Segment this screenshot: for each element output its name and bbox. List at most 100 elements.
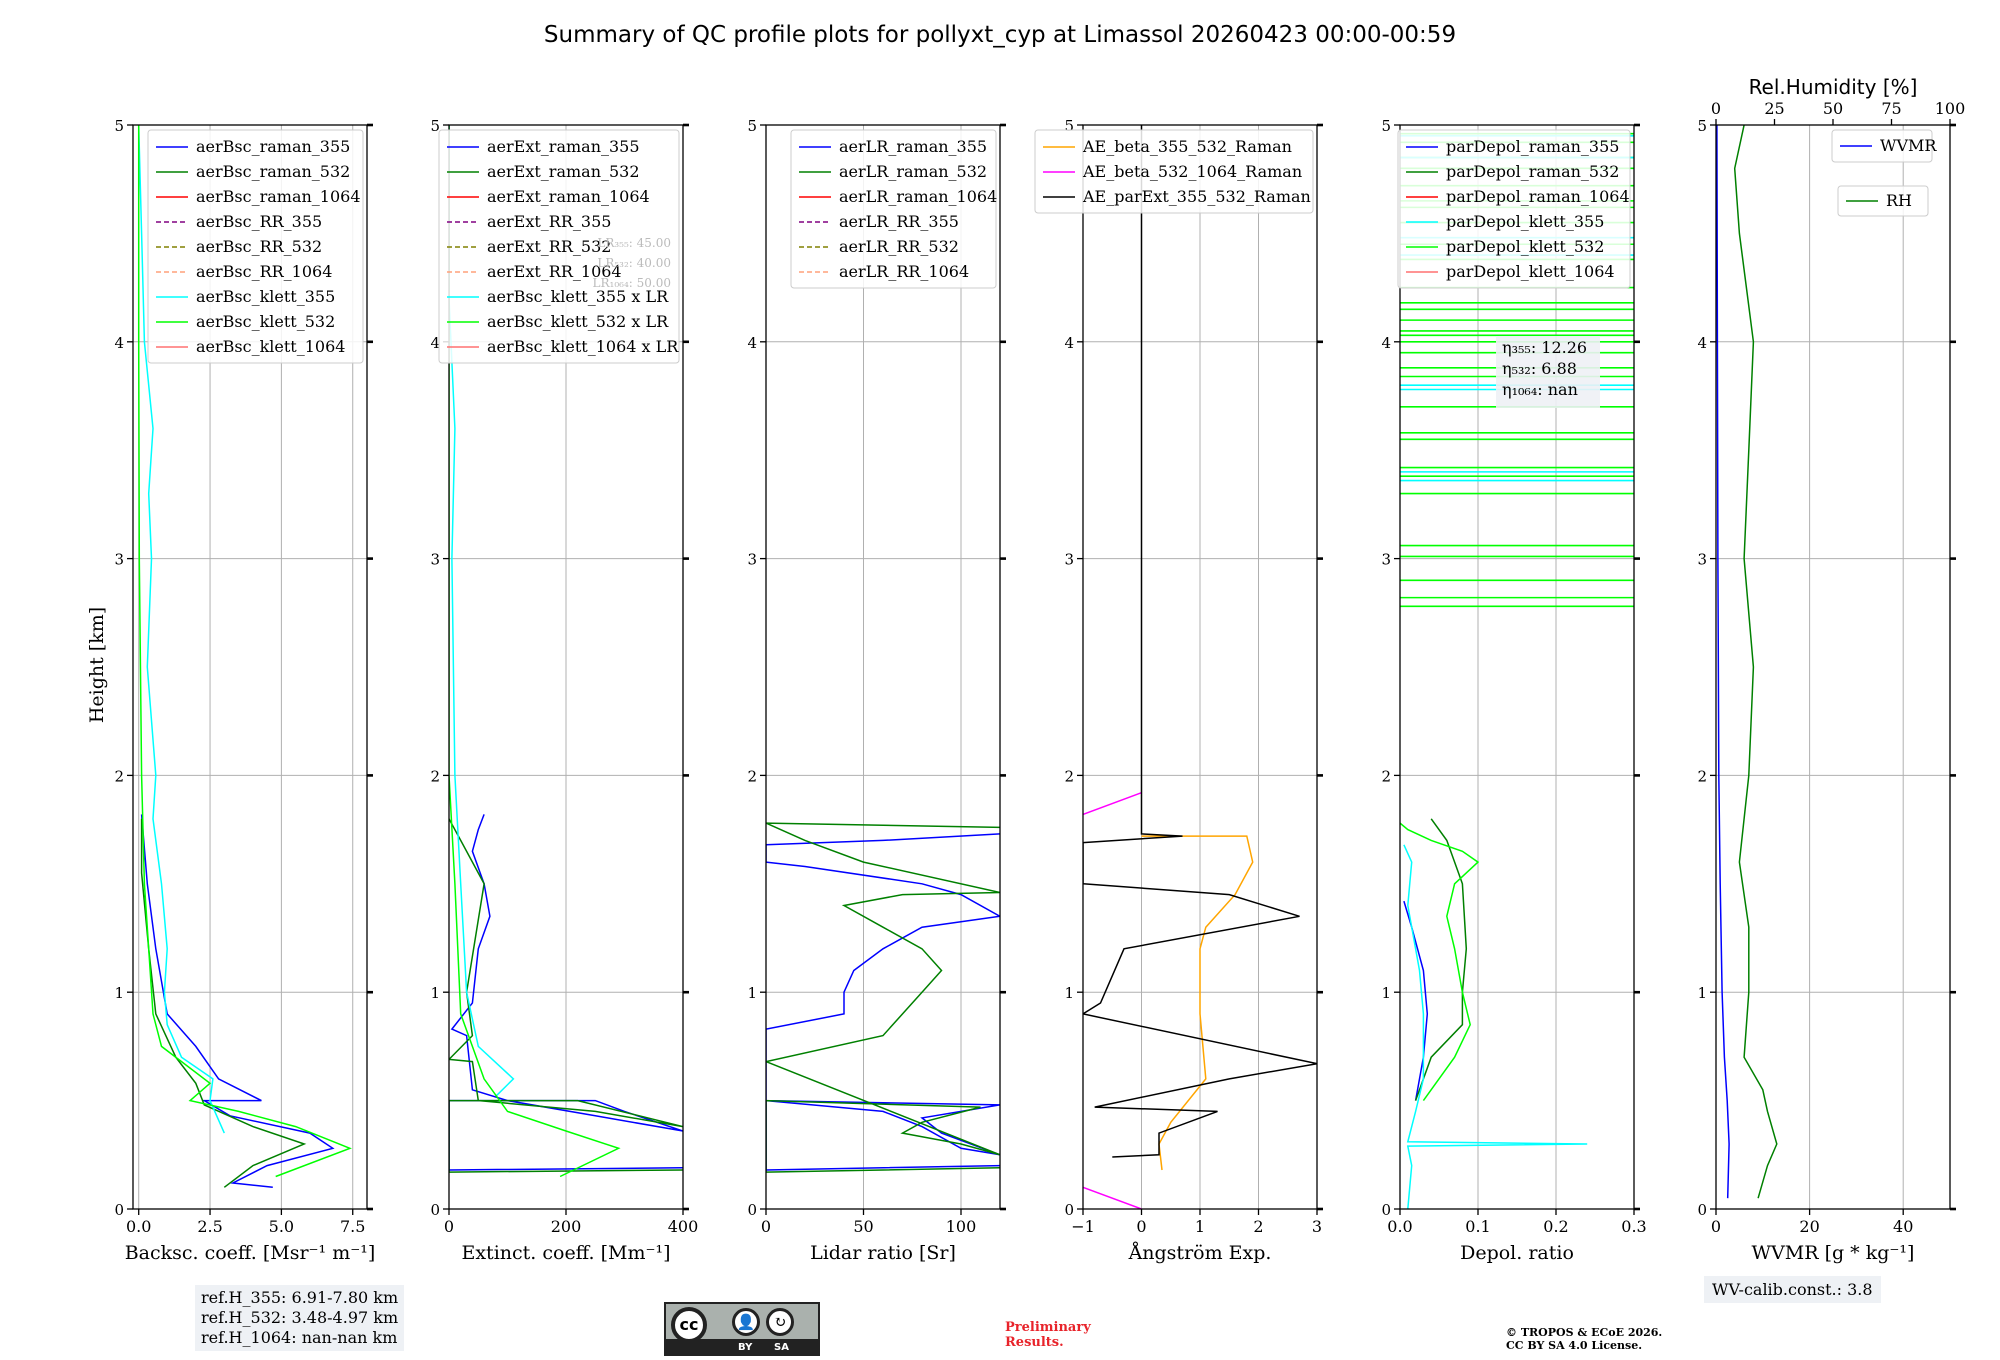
y-tick-label: 1 <box>114 984 124 1002</box>
x-tick-label: 1 <box>1195 1217 1205 1236</box>
eta-annotation: η₃₅₅: 12.26 η₅₃₂: 6.88 η₁₀₆₄: nan <box>1496 336 1600 408</box>
legend-label-aerExt_RR_355: aerExt_RR_355 <box>487 212 611 231</box>
preliminary-line-1: Preliminary <box>1005 1320 1091 1335</box>
x-axis-label: Ångström Exp. <box>1128 1242 1272 1264</box>
reference-height-box: ref.H_355: 6.91-7.80 km ref.H_532: 3.48-… <box>195 1285 405 1351</box>
series-parDepol_raman_532 <box>1414 818 1468 1101</box>
legend-label-parDepol_klett_355: parDepol_klett_355 <box>1446 212 1604 231</box>
y-tick-label: 2 <box>1697 767 1707 785</box>
series-AE_beta_355_532_Raman <box>1141 835 1254 1171</box>
x-tick-label: 0.1 <box>1465 1217 1490 1236</box>
legend-ext: aerExt_raman_355 aerExt_raman_532 aerExt_r… <box>438 129 680 364</box>
series-aerBsc_raman_355 <box>140 814 335 1189</box>
x-tick-label: 50 <box>853 1217 873 1236</box>
y-tick-label: 5 <box>114 117 124 135</box>
data-layer-lr <box>766 822 1000 1173</box>
top-x-tick-label: 0 <box>1711 99 1721 118</box>
x-axis-label: Lidar ratio [Sr] <box>810 1242 956 1264</box>
series-AE_parExt_355_532_Raman <box>1083 125 1317 1158</box>
legend-label-aerBsc_klett_355: aerBsc_klett_355 <box>196 287 335 306</box>
legend-bsc: aerBsc_raman_355 aerBsc_raman_532 aerBsc_r… <box>147 129 364 364</box>
y-tick-label: 0 <box>747 1201 757 1219</box>
series-WVMR <box>1716 125 1730 1199</box>
share-alike-icon: ↻ <box>766 1308 794 1336</box>
legend-label-AE_parExt_355_532_Raman: AE_parExt_355_532_Raman <box>1082 187 1311 206</box>
legend-label-aerExt_raman_1064: aerExt_raman_1064 <box>487 187 650 206</box>
legend-label-aerLR_raman_355: aerLR_raman_355 <box>839 137 987 156</box>
legend-label-aerLR_RR_532: aerLR_RR_532 <box>839 237 959 256</box>
panel-bsc: 0 1 2 3 4 5 0.0 2.5 5.0 7.5 Backsc. coeff. [Msr⁻¹ … <box>114 117 375 1264</box>
y-axis-label: Height [km] <box>86 607 108 723</box>
series-aerBsc_klett_355 <box>137 125 225 1134</box>
series-aerExt_raman_532 <box>449 818 683 1173</box>
lidar-ratio-annotation: LR₃₅₅: 45.00 <box>597 236 671 250</box>
top-x-tick-label: 25 <box>1764 99 1784 118</box>
legend-depol: parDepol_raman_355 parDepol_raman_532 parD… <box>1397 129 1631 289</box>
legend-label-aerBsc_klett_532 x LR: aerBsc_klett_532 x LR <box>487 312 669 331</box>
legend-label-parDepol_raman_532: parDepol_raman_532 <box>1446 162 1619 181</box>
top-x-tick-label: 50 <box>1823 99 1843 118</box>
cc-license-logo: cc 👤 ↻ BY SA <box>664 1302 820 1356</box>
x-tick-label: 0.0 <box>126 1217 151 1236</box>
x-tick-label: 20 <box>1799 1217 1819 1236</box>
y-tick-label: 0 <box>1697 1201 1707 1219</box>
data-layer-depol <box>1400 132 1634 1209</box>
y-tick-label: 3 <box>1381 551 1391 569</box>
plot-frame <box>1399 124 1635 1210</box>
top-x-tick-label: 100 <box>1935 99 1966 118</box>
y-tick-label: 2 <box>430 767 440 785</box>
cc-by-label: BY <box>738 1342 753 1353</box>
legend-label-aerExt_raman_532: aerExt_raman_532 <box>487 162 640 181</box>
legend-label-parDepol_raman_355: parDepol_raman_355 <box>1446 137 1619 156</box>
y-tick-label: 1 <box>1697 984 1707 1002</box>
figure-title: Summary of QC profile plots for pollyxt_… <box>543 22 1457 48</box>
x-axis-label: Depol. ratio <box>1460 1242 1574 1264</box>
x-tick-label: 100 <box>946 1217 977 1236</box>
plot-frame <box>132 124 368 1210</box>
y-tick-label: 0 <box>1064 1201 1074 1219</box>
legend-lr: aerLR_raman_355 aerLR_raman_532 aerLR_rama… <box>790 129 997 289</box>
x-tick-label: 3 <box>1312 1217 1322 1236</box>
x-tick-label: 2.5 <box>197 1217 222 1236</box>
legend-label-AE_beta_355_532_Raman: AE_beta_355_532_Raman <box>1082 137 1292 156</box>
data-layer-wv <box>1716 125 1778 1199</box>
plot-frame <box>765 124 1001 1210</box>
series-RH <box>1733 125 1778 1199</box>
legend-label-aerLR_RR_355: aerLR_RR_355 <box>839 212 959 231</box>
x-tick-label: 7.5 <box>340 1217 365 1236</box>
y-tick-label: 1 <box>1064 984 1074 1002</box>
x-tick-label: 0 <box>1136 1217 1146 1236</box>
y-tick-label: 1 <box>747 984 757 1002</box>
legend-label-aerBsc_RR_355: aerBsc_RR_355 <box>196 212 322 231</box>
panel-ext: 0 1 2 3 4 5 0 200 400 Extinct. coeff. [Mm⁻¹] aerEx… <box>430 117 698 1264</box>
eta-value: η₅₃₂: 6.88 <box>1502 359 1577 378</box>
y-tick-label: 4 <box>114 334 124 352</box>
lidar-ratio-annotation: LR₅₃₂: 40.00 <box>597 256 671 270</box>
eta-box <box>1496 336 1600 408</box>
y-tick-label: 5 <box>747 117 757 135</box>
series-AE_beta_532_1064_Raman_upper <box>1083 791 1142 816</box>
legend-label-aerBsc_RR_532: aerBsc_RR_532 <box>196 237 322 256</box>
cc-logo-bar: BY SA <box>666 1339 818 1354</box>
legend-label-aerLR_raman_1064: aerLR_raman_1064 <box>839 187 997 206</box>
legend-label-aerExt_RR_1064: aerExt_RR_1064 <box>487 262 622 281</box>
legend-label-aerBsc_klett_532: aerBsc_klett_532 <box>196 312 335 331</box>
legend-label-aerBsc_raman_1064: aerBsc_raman_1064 <box>196 187 361 206</box>
y-tick-label: 5 <box>1064 117 1074 135</box>
y-tick-label: 4 <box>1064 334 1074 352</box>
series-parDepol_klett_355 <box>1403 844 1588 1209</box>
y-tick-label: 2 <box>114 767 124 785</box>
x-tick-label: 400 <box>668 1217 699 1236</box>
legend-box <box>1837 185 1929 217</box>
x-axis-label: Backsc. coeff. [Msr⁻¹ m⁻¹] <box>125 1242 376 1264</box>
x-axis-label: WVMR [g * kg⁻¹] <box>1752 1242 1915 1264</box>
eta-value: η₁₀₆₄: nan <box>1502 380 1578 399</box>
y-tick-label: 4 <box>747 334 757 352</box>
panel-depol: 0 1 2 3 4 5 0.0 0.1 0.2 0.3 Depol. ratio parDepol_r… <box>1381 117 1646 1264</box>
legend-label-parDepol_klett_532: parDepol_klett_532 <box>1446 237 1604 256</box>
legend-box <box>790 129 997 289</box>
y-tick-label: 2 <box>1381 767 1391 785</box>
cc-sa-label: SA <box>774 1342 789 1353</box>
